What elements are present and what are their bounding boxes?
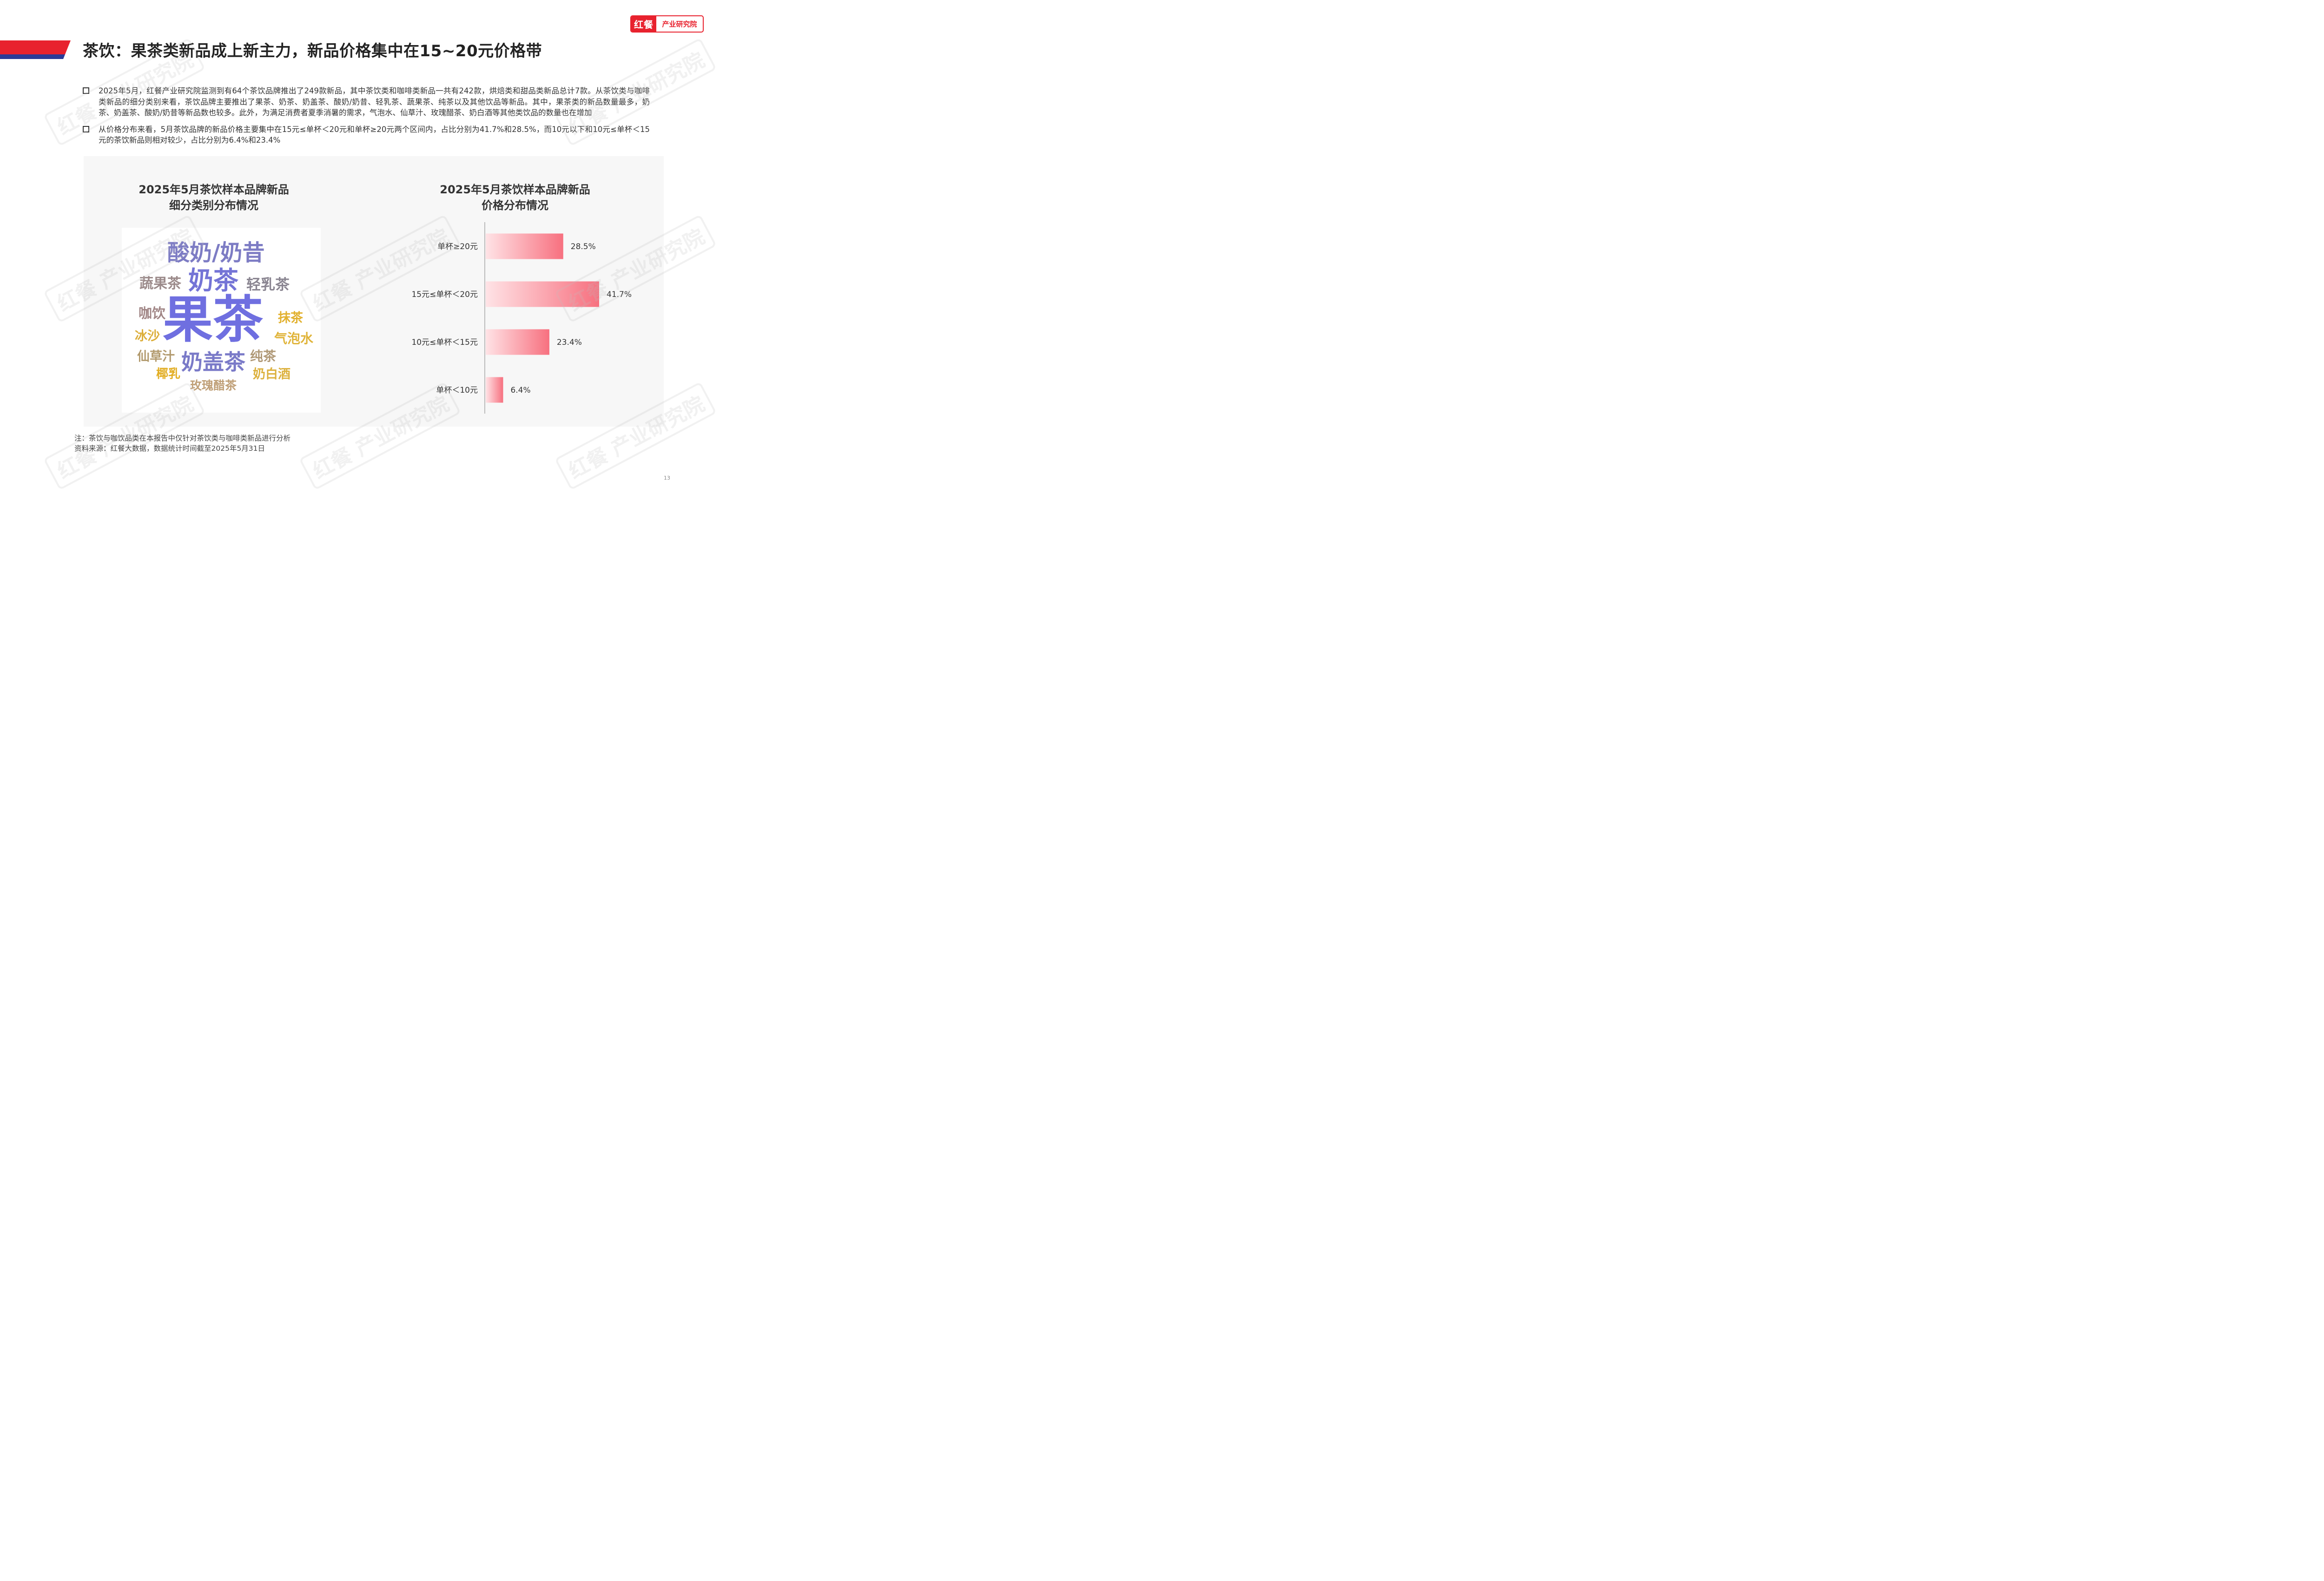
word-cloud-word: 奶盖茶 (181, 349, 245, 375)
bar (486, 377, 503, 403)
word-cloud: 酸奶/奶昔 奶茶 蔬果茶 轻乳茶 咖饮 果茶 抹茶 冰沙 气泡水 仙草汁 奶盖茶… (122, 228, 321, 413)
word-cloud-word: 椰乳 (156, 367, 181, 381)
word-cloud-word: 果茶 (163, 291, 264, 349)
word-cloud-word: 蔬果茶 (139, 276, 181, 292)
source-text: 资料来源：红餐大数据，数据统计时间截至2025年5月31日 (74, 444, 265, 453)
value-label: 28.5% (571, 242, 596, 251)
word-cloud-word: 酸奶/奶昔 (167, 240, 265, 266)
bullet-text: 从价格分布来看，5月茶饮品牌的新品价格主要集中在15元≤单杯＜20元和单杯≥20… (99, 125, 650, 145)
word-cloud-word: 仙草汁 (137, 349, 175, 364)
bar (486, 233, 563, 259)
wordcloud-title-line: 细分类别分布情况 (169, 199, 258, 212)
bullet-text: 2025年5月，红餐产业研究院监测到有64个茶饮品牌推出了249款新品，其中茶饮… (99, 86, 650, 117)
footnotes: 注：茶饮与咖饮品类在本报告中仅针对茶饮类与咖啡类新品进行分析 资料来源：红餐大数… (74, 433, 290, 454)
category-label: 10元≤单杯＜15元 (411, 338, 478, 347)
brand-logo: 红餐 产业研究院 (630, 15, 704, 33)
word-cloud-word: 咖饮 (139, 305, 166, 321)
bullet-square-icon (83, 87, 89, 94)
word-cloud-word: 奶白酒 (253, 367, 290, 382)
summary-bullets: 2025年5月，红餐产业研究院监测到有64个茶饮品牌推出了249款新品，其中茶饮… (83, 86, 650, 152)
category-label: 15元≤单杯＜20元 (411, 290, 478, 299)
bar (486, 281, 599, 307)
word-cloud-word: 抹茶 (278, 311, 303, 325)
bar-chart-title: 2025年5月茶饮样本品牌新品 价格分布情况 (422, 182, 608, 213)
word-cloud-word: 气泡水 (274, 331, 314, 346)
wordcloud-title-line: 2025年5月茶饮样本品牌新品 (139, 183, 289, 196)
wordcloud-title: 2025年5月茶饮样本品牌新品 细分类别分布情况 (125, 182, 302, 213)
value-label: 23.4% (557, 338, 582, 347)
logo-text: 产业研究院 (662, 20, 697, 28)
bullet-item: 2025年5月，红餐产业研究院监测到有64个茶饮品牌推出了249款新品，其中茶饮… (83, 86, 650, 119)
page-title: 茶饮：果茶类新品成上新主力，新品价格集中在15~20元价格带 (83, 42, 542, 60)
bar-chart-title-line: 价格分布情况 (482, 199, 548, 212)
category-label: 单杯＜10元 (436, 386, 478, 395)
category-label: 单杯≥20元 (437, 242, 478, 251)
value-label: 6.4% (510, 386, 530, 395)
word-cloud-word: 轻乳茶 (246, 277, 290, 293)
word-cloud-word: 纯茶 (250, 349, 277, 364)
bullet-item: 从价格分布来看，5月茶饮品牌的新品价格主要集中在15元≤单杯＜20元和单杯≥20… (83, 124, 650, 146)
word-cloud-word: 奶茶 (188, 266, 238, 295)
bar-chart-title-line: 2025年5月茶饮样本品牌新品 (440, 183, 590, 196)
bullet-square-icon (83, 125, 89, 132)
bar (486, 329, 549, 355)
note-text: 注：茶饮与咖饮品类在本报告中仅针对茶饮类与咖啡类新品进行分析 (74, 434, 291, 442)
page-number: 13 (664, 475, 670, 481)
title-accent-band (0, 40, 71, 59)
logo-brand-mark: 红餐 (631, 16, 656, 32)
word-cloud-word: 玫瑰醋茶 (190, 379, 237, 392)
value-label: 41.7% (607, 290, 632, 299)
word-cloud-word: 冰沙 (135, 329, 160, 343)
price-distribution-bar-chart: 单杯≥20元 28.5% 15元≤单杯＜20元 41.7% 10元≤单杯＜15元 23.4… (411, 222, 632, 414)
